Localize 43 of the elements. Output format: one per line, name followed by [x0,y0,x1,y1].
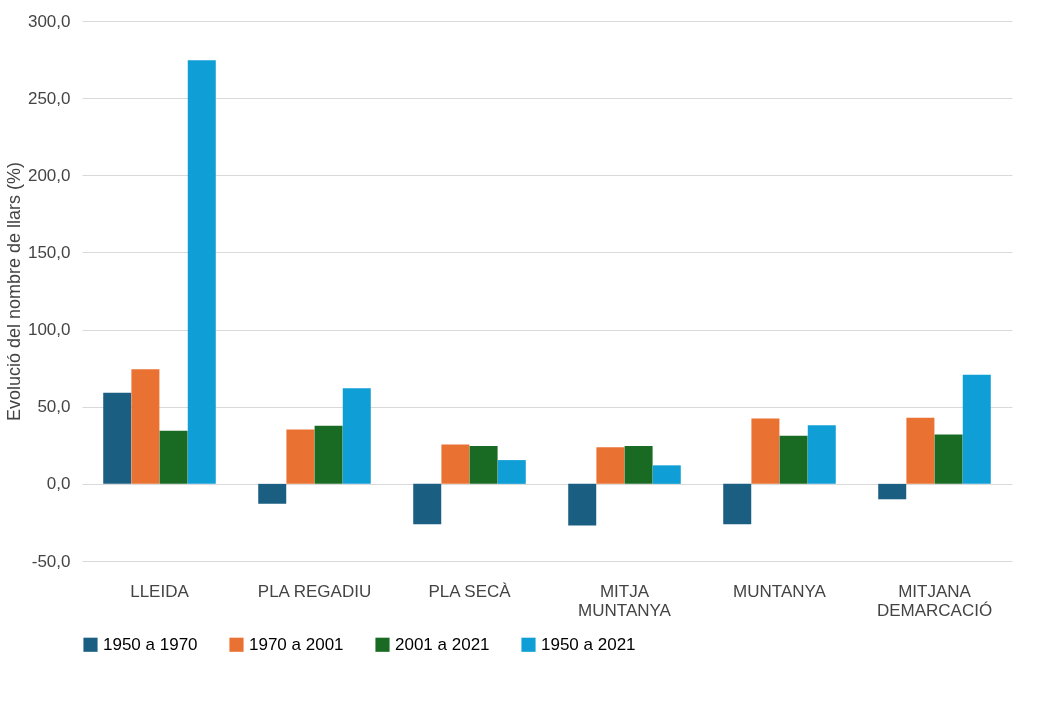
legend-label: 1950 a 2021 [541,634,636,654]
y-tick-label: 300,0 [27,11,71,31]
bar [878,483,907,500]
y-tick-label: 150,0 [27,242,71,262]
bar [568,483,597,526]
y-tick-label: 250,0 [27,88,71,108]
bar [624,446,653,484]
bar [258,483,287,504]
bar [779,435,808,484]
legend-label: 1950 a 1970 [103,634,198,654]
bar [441,444,470,484]
bar [652,465,681,484]
bar [159,430,188,484]
y-tick-label: -50,0 [31,551,71,571]
bar [342,388,371,484]
x-tick-label: PLA SECÀ [428,581,512,601]
bar [906,417,935,484]
legend-label: 1970 a 2001 [249,634,344,654]
bar [596,447,625,484]
x-tick-label: LLEIDA [130,581,190,601]
y-tick-label: 0,0 [46,474,71,494]
x-tick-label: MITJA MUNTANYA [578,581,672,620]
y-tick-label: 100,0 [27,320,71,340]
y-axis-title: Evolució del nombre de llars (%) [3,161,24,422]
bar [497,460,526,484]
y-tick-label: 200,0 [27,165,71,185]
bar [807,425,836,484]
bar [962,374,991,484]
bar [103,392,132,484]
bar [413,483,442,525]
bar [723,483,752,525]
y-tick-label: 50,0 [37,397,71,417]
legend-label: 2001 a 2021 [395,634,490,654]
x-tick-label: PLA REGADIU [257,581,372,601]
bar [286,429,315,484]
bar [187,60,216,484]
bar [131,369,160,484]
x-tick-label: MUNTANYA [733,581,827,601]
bar [751,418,780,484]
x-tick-label: MITJANA DEMARCACIÓ [876,581,993,620]
bar [469,446,498,484]
bar [934,434,963,484]
bar [314,425,343,484]
